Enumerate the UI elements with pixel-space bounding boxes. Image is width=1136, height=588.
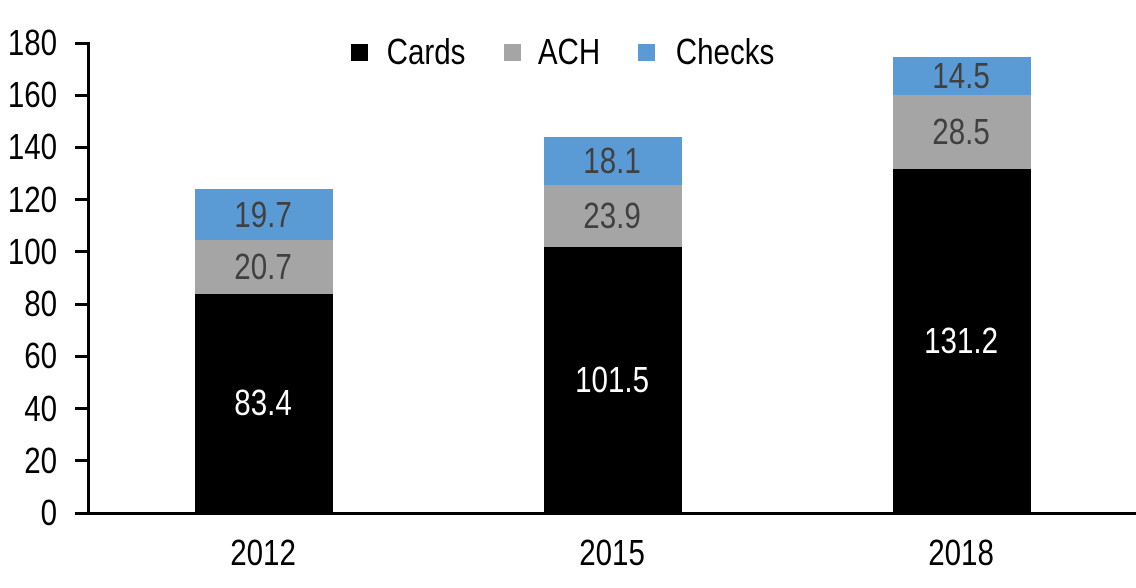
bar-segment-value-label: 14.5 bbox=[926, 58, 996, 94]
legend-item-ach: ACH bbox=[504, 34, 607, 70]
bar-segment-cards: 83.4 bbox=[194, 294, 333, 512]
bar-segment-value-label: 18.1 bbox=[577, 139, 647, 181]
y-axis-tick-label: 0 bbox=[0, 495, 57, 531]
bar-segment-ach: 20.7 bbox=[194, 240, 333, 295]
y-axis-tick-label-text: 100 bbox=[7, 230, 57, 272]
y-axis-tick-mark bbox=[75, 41, 89, 45]
bar-segment-cards: 101.5 bbox=[543, 247, 682, 512]
y-axis-tick-label-text: 80 bbox=[24, 283, 57, 325]
bar-segment-value-text: 20.7 bbox=[234, 246, 293, 288]
bar-segment-checks: 14.5 bbox=[892, 57, 1031, 96]
y-axis-tick-label-text: 160 bbox=[7, 74, 57, 116]
y-axis-tick-label: 20 bbox=[0, 439, 57, 481]
x-axis-label-2018: 2018 bbox=[852, 535, 1072, 571]
legend-label-text: ACH bbox=[538, 31, 601, 72]
bar-segment-value-text: 18.1 bbox=[583, 139, 642, 181]
bar-segment-value-text: 83.4 bbox=[234, 382, 293, 424]
legend-swatch-cards bbox=[351, 43, 369, 61]
bar-segment-value-label: 19.7 bbox=[228, 193, 298, 235]
y-axis-tick-label: 120 bbox=[0, 178, 57, 220]
legend-label-text: Checks bbox=[675, 31, 774, 72]
bar-segment-value-label: 131.2 bbox=[916, 319, 1006, 361]
bar-segment-checks: 19.7 bbox=[194, 188, 333, 241]
legend-item-cards: Cards bbox=[351, 34, 474, 70]
x-axis-label-text: 2012 bbox=[230, 532, 297, 573]
y-axis-tick-label: 140 bbox=[0, 129, 57, 165]
bar-segment-value-text: 19.7 bbox=[234, 193, 293, 235]
legend-item-checks: Checks bbox=[637, 34, 785, 70]
bar-segment-value-text: 131.2 bbox=[924, 319, 999, 361]
y-axis-tick-label-text: 140 bbox=[7, 126, 57, 168]
legend-swatch-ach bbox=[504, 43, 522, 61]
x-axis-label-2015: 2015 bbox=[503, 535, 723, 571]
x-axis-label-text: 2015 bbox=[579, 532, 646, 573]
bar-segment-value-label: 83.4 bbox=[228, 385, 298, 421]
x-axis-label-text: 2018 bbox=[928, 532, 995, 573]
bar-2015: 18.1 23.9 101.5 bbox=[543, 137, 682, 512]
y-axis-tick-mark bbox=[75, 354, 89, 358]
x-axis-label-2012: 2012 bbox=[154, 535, 374, 571]
y-axis-tick-label: 80 bbox=[0, 286, 57, 322]
y-axis-tick-label-text: 0 bbox=[40, 492, 57, 533]
bar-segment-value-label: 101.5 bbox=[567, 358, 657, 400]
legend-swatch-checks bbox=[637, 43, 655, 61]
bar-2012: 19.7 20.7 83.4 bbox=[194, 188, 333, 512]
y-axis-tick-label-text: 180 bbox=[7, 22, 57, 63]
legend-label: ACH bbox=[531, 34, 607, 70]
legend-label: Checks bbox=[665, 34, 785, 70]
y-axis-tick-label: 100 bbox=[0, 230, 57, 272]
bar-segment-value-text: 14.5 bbox=[932, 55, 991, 97]
y-axis-tick-label-text: 20 bbox=[24, 439, 57, 481]
legend-label-text: Cards bbox=[387, 31, 466, 72]
bar-segment-checks: 18.1 bbox=[543, 137, 682, 185]
bar-segment-value-label: 23.9 bbox=[577, 194, 647, 236]
bar-segment-value-text: 101.5 bbox=[575, 358, 650, 400]
y-axis-tick-mark bbox=[75, 302, 89, 306]
bar-segment-value-label: 20.7 bbox=[228, 249, 298, 285]
y-axis-tick-mark bbox=[75, 459, 89, 463]
y-axis-tick-mark bbox=[75, 145, 89, 149]
y-axis-tick-label: 180 bbox=[0, 25, 57, 61]
y-axis-tick-mark bbox=[75, 250, 89, 254]
y-axis-tick-mark bbox=[75, 407, 89, 411]
y-axis-line bbox=[87, 42, 90, 515]
y-axis-tick-mark bbox=[75, 198, 89, 202]
bar-segment-value-text: 28.5 bbox=[932, 111, 991, 153]
bar-segment-ach: 28.5 bbox=[892, 95, 1031, 170]
bar-segment-ach: 23.9 bbox=[543, 184, 682, 247]
y-axis-tick-label: 40 bbox=[0, 387, 57, 429]
y-axis-tick-label: 60 bbox=[0, 338, 57, 374]
legend: Cards ACH Checks bbox=[0, 33, 1136, 71]
bar-2018: 14.5 28.5 131.2 bbox=[892, 57, 1031, 512]
y-axis-tick-label-text: 120 bbox=[7, 178, 57, 220]
legend-label: Cards bbox=[378, 34, 474, 70]
y-axis-tick-label: 160 bbox=[0, 77, 57, 113]
bar-segment-value-label: 28.5 bbox=[926, 114, 996, 150]
y-axis-tick-label-text: 60 bbox=[24, 335, 57, 377]
bar-segment-value-text: 23.9 bbox=[583, 194, 642, 236]
y-axis-tick-mark bbox=[75, 93, 89, 97]
y-axis-tick-label-text: 40 bbox=[24, 387, 57, 429]
bar-segment-cards: 131.2 bbox=[892, 169, 1031, 512]
x-axis-line bbox=[75, 512, 1136, 515]
